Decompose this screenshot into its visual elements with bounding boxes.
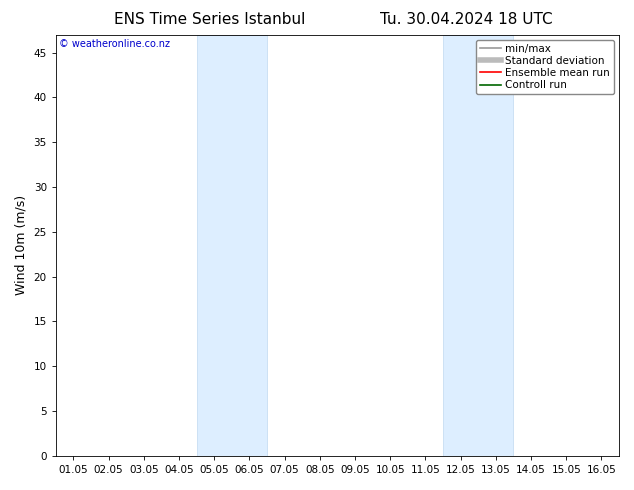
Text: © weatheronline.co.nz: © weatheronline.co.nz [59,39,170,49]
Text: Tu. 30.04.2024 18 UTC: Tu. 30.04.2024 18 UTC [380,12,553,27]
Y-axis label: Wind 10m (m/s): Wind 10m (m/s) [15,195,28,295]
Bar [443,35,514,456]
Text: ENS Time Series Istanbul: ENS Time Series Istanbul [114,12,306,27]
Legend: min/max, Standard deviation, Ensemble mean run, Controll run: min/max, Standard deviation, Ensemble me… [476,40,614,95]
Bar [197,35,267,456]
